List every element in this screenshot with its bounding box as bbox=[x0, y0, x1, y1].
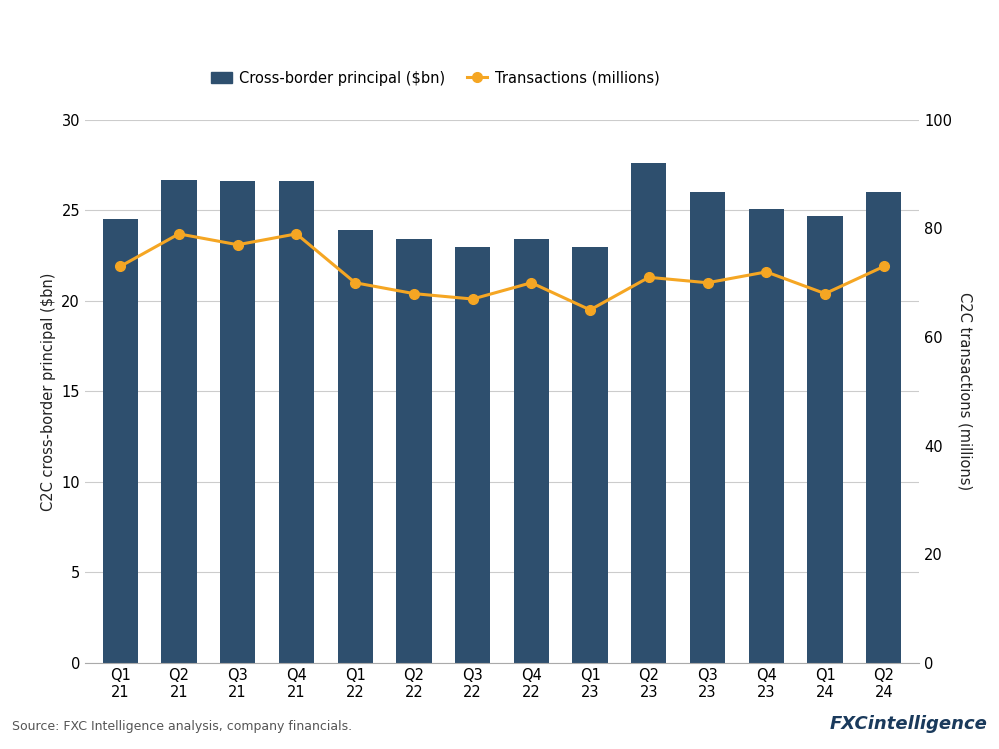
Bar bbox=[161, 180, 197, 663]
Text: WU quarterly C2C cross-border principal, transactions, 2021-2024: WU quarterly C2C cross-border principal,… bbox=[13, 84, 562, 102]
Bar bbox=[455, 246, 491, 663]
Bar bbox=[807, 216, 843, 663]
Bar bbox=[748, 208, 784, 663]
Bar bbox=[103, 219, 138, 663]
Bar bbox=[690, 192, 725, 663]
Text: Source: FXC Intelligence analysis, company financials.: Source: FXC Intelligence analysis, compa… bbox=[12, 720, 352, 733]
Legend: Cross-border principal ($bn), Transactions (millions): Cross-border principal ($bn), Transactio… bbox=[206, 64, 665, 91]
Bar bbox=[338, 230, 373, 663]
Bar bbox=[631, 163, 666, 663]
Y-axis label: C2C cross-border principal ($bn): C2C cross-border principal ($bn) bbox=[41, 272, 56, 511]
Bar bbox=[279, 181, 314, 663]
Text: WU cross-border principal declines YoY, transactions grow: WU cross-border principal declines YoY, … bbox=[13, 36, 790, 60]
Bar bbox=[513, 240, 549, 663]
Bar bbox=[866, 192, 901, 663]
Text: FXCintelligence: FXCintelligence bbox=[829, 715, 987, 733]
Y-axis label: C2C transactions (millions): C2C transactions (millions) bbox=[958, 292, 973, 491]
Bar bbox=[220, 181, 256, 663]
Bar bbox=[397, 240, 432, 663]
Bar bbox=[572, 246, 607, 663]
